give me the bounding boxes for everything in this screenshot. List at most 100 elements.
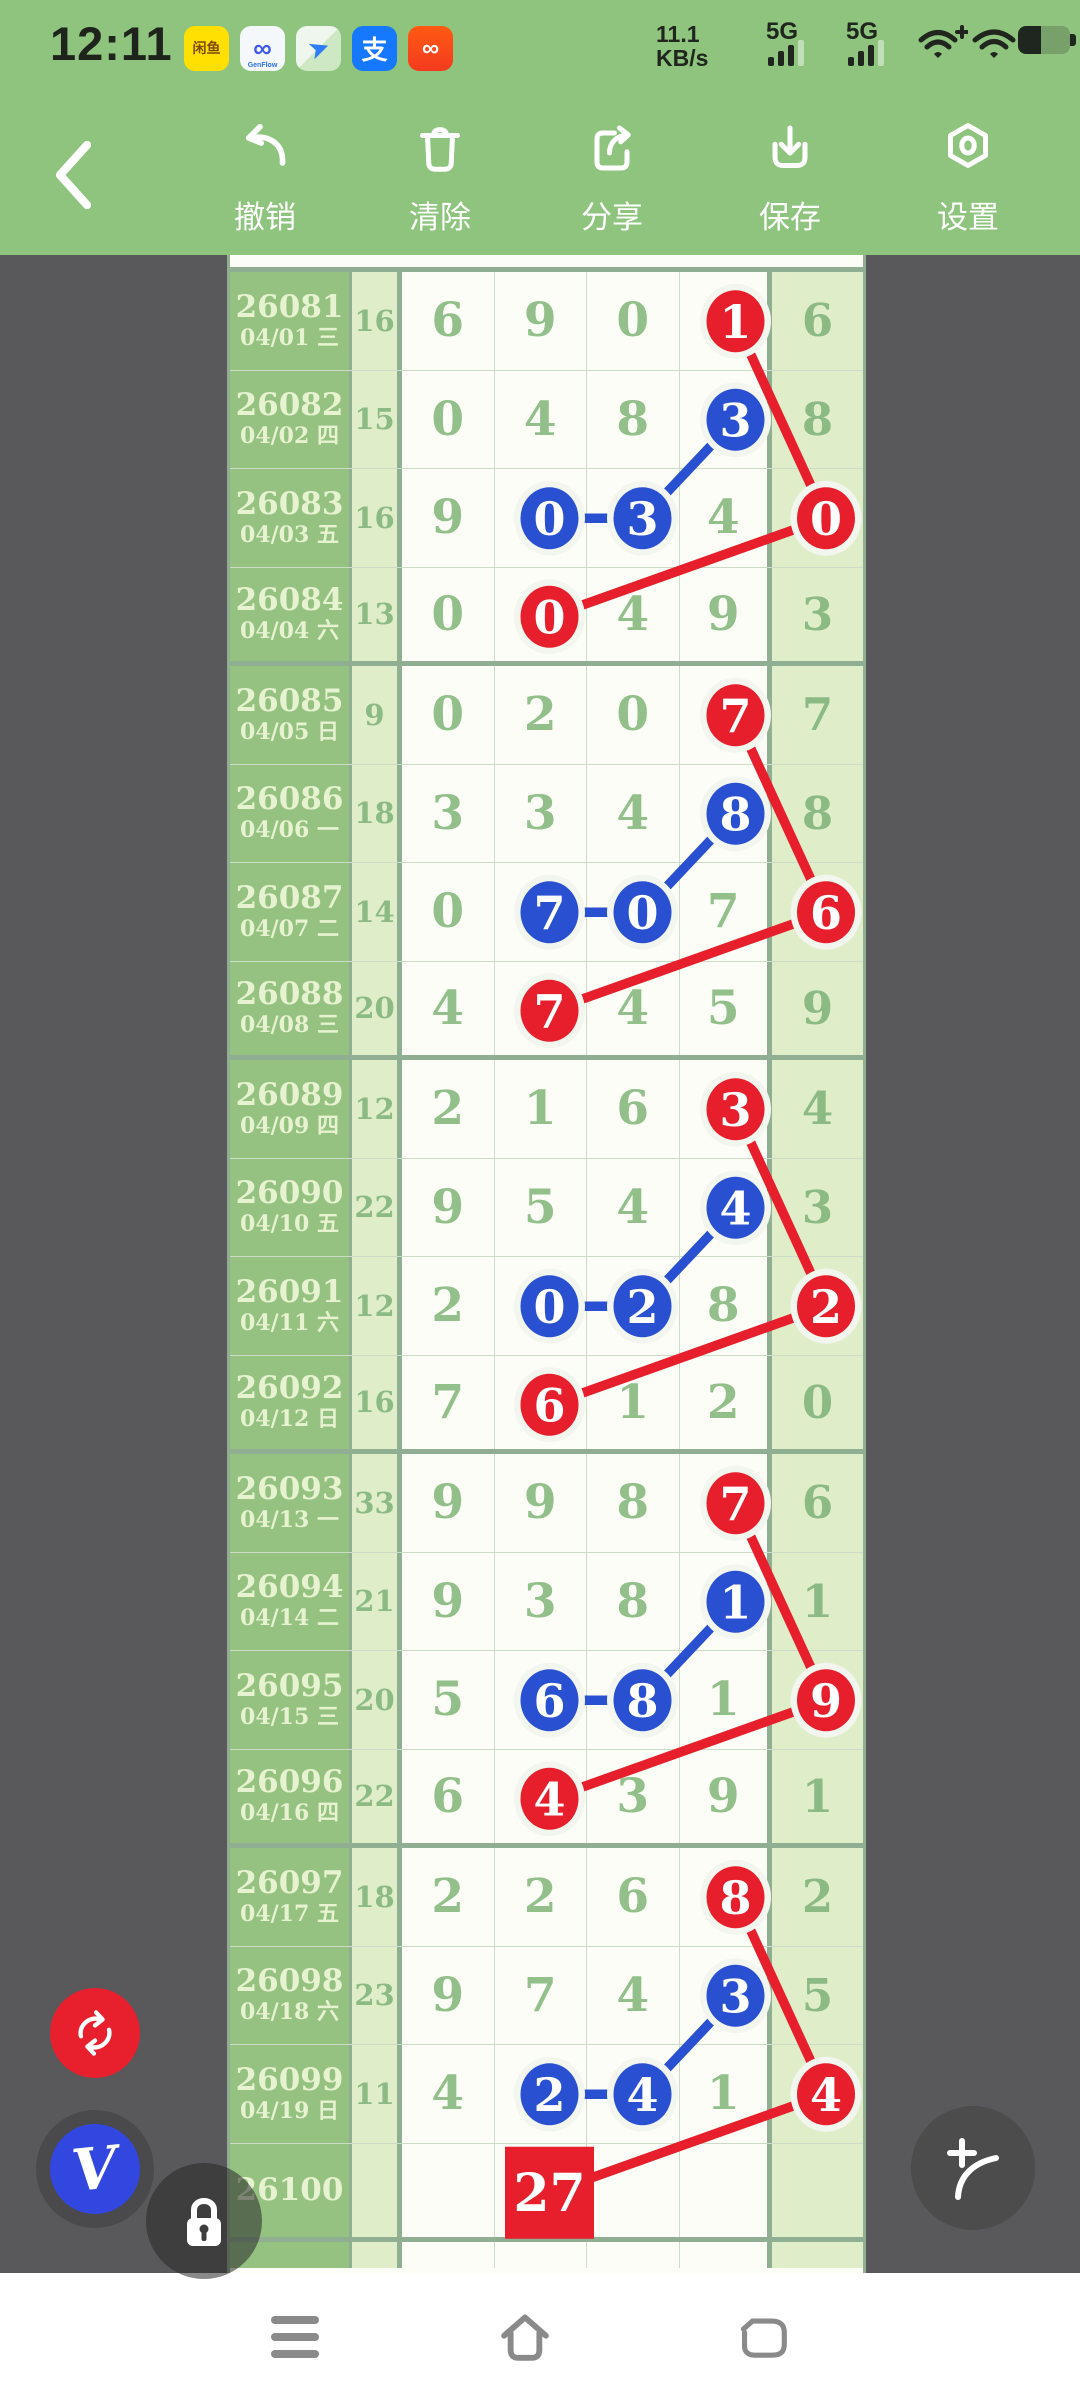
number-cell[interactable]: 3 xyxy=(494,1552,587,1650)
number-cell[interactable]: 6 xyxy=(402,1749,495,1843)
number-cell[interactable]: 6 xyxy=(587,1848,680,1946)
number-cell[interactable]: 4 xyxy=(587,764,680,862)
number-cell[interactable]: 5 xyxy=(679,961,772,1055)
number-cell[interactable]: 5 xyxy=(402,1651,495,1749)
number-cell[interactable]: 8 xyxy=(587,370,680,468)
number-cell[interactable]: 4 xyxy=(587,1158,680,1256)
extra-cell[interactable] xyxy=(772,2045,863,2143)
number-cell[interactable] xyxy=(402,2143,495,2237)
number-cell[interactable]: 9 xyxy=(402,1552,495,1650)
drawing-canvas[interactable]: 26081 04/01 三 16 6 9 0 6 26082 04/02 四 15 0 4 8 8 2608… xyxy=(0,255,1080,2273)
number-cell[interactable]: 2 xyxy=(679,1355,772,1449)
number-cell[interactable]: 7 xyxy=(494,1946,587,2044)
number-cell[interactable]: 0 xyxy=(402,567,495,661)
number-cell[interactable] xyxy=(494,567,587,661)
number-cell[interactable]: 0 xyxy=(402,666,495,764)
number-cell[interactable] xyxy=(494,1749,587,1843)
number-cell[interactable] xyxy=(679,370,772,468)
number-cell[interactable] xyxy=(494,469,587,567)
extra-cell[interactable]: 9 xyxy=(772,961,863,1055)
nav-home-button[interactable] xyxy=(445,2273,605,2400)
number-cell[interactable]: 6 xyxy=(587,1060,680,1158)
number-cell[interactable]: 3 xyxy=(494,764,587,862)
save-button[interactable]: 保存 xyxy=(720,118,860,248)
number-cell[interactable]: 7 xyxy=(679,863,772,961)
number-cell[interactable]: 8 xyxy=(679,1257,772,1355)
number-cell[interactable]: 0 xyxy=(587,666,680,764)
nav-menu-button[interactable] xyxy=(215,2273,375,2400)
number-cell[interactable]: 4 xyxy=(402,2045,495,2143)
number-cell[interactable]: 9 xyxy=(494,272,587,370)
number-cell[interactable] xyxy=(587,1257,680,1355)
number-cell[interactable] xyxy=(679,1454,772,1552)
extra-cell[interactable]: 3 xyxy=(772,567,863,661)
number-cell[interactable]: 9 xyxy=(494,1454,587,1552)
number-cell[interactable] xyxy=(494,1257,587,1355)
number-cell[interactable]: 2 xyxy=(402,1060,495,1158)
number-cell[interactable]: 6 xyxy=(402,272,495,370)
number-cell[interactable] xyxy=(679,764,772,862)
extra-cell[interactable]: 6 xyxy=(772,272,863,370)
number-cell[interactable] xyxy=(494,863,587,961)
number-cell[interactable] xyxy=(679,272,772,370)
number-cell[interactable] xyxy=(679,1158,772,1256)
number-cell[interactable]: 4 xyxy=(587,1946,680,2044)
number-cell[interactable] xyxy=(679,1552,772,1650)
number-cell[interactable]: 1 xyxy=(679,1651,772,1749)
number-cell[interactable]: 8 xyxy=(587,1552,680,1650)
number-cell[interactable]: 4 xyxy=(587,567,680,661)
number-cell[interactable]: 2 xyxy=(402,1848,495,1946)
nav-back-button[interactable] xyxy=(685,2273,845,2400)
number-cell[interactable] xyxy=(587,863,680,961)
number-cell[interactable]: 1 xyxy=(587,1355,680,1449)
number-cell[interactable]: 9 xyxy=(402,1946,495,2044)
number-cell[interactable]: 2 xyxy=(402,1257,495,1355)
number-cell[interactable]: 2 xyxy=(494,1848,587,1946)
extra-cell[interactable] xyxy=(772,1651,863,1749)
extra-cell[interactable]: 4 xyxy=(772,1060,863,1158)
clear-button[interactable]: 清除 xyxy=(370,118,510,248)
number-cell[interactable] xyxy=(587,469,680,567)
extra-cell[interactable]: 1 xyxy=(772,1749,863,1843)
number-cell[interactable]: 9 xyxy=(679,567,772,661)
number-cell[interactable] xyxy=(679,1060,772,1158)
extra-cell[interactable] xyxy=(772,469,863,567)
number-cell[interactable]: 9 xyxy=(402,469,495,567)
number-cell[interactable]: 3 xyxy=(402,764,495,862)
number-cell[interactable] xyxy=(587,2143,680,2237)
number-cell[interactable]: 4 xyxy=(402,961,495,1055)
extra-cell[interactable]: 5 xyxy=(772,1946,863,2044)
undo-button[interactable]: 撤销 xyxy=(195,118,335,248)
number-cell[interactable]: 0 xyxy=(402,370,495,468)
v-app-fab[interactable]: V xyxy=(50,2124,140,2214)
number-cell[interactable] xyxy=(587,1651,680,1749)
settings-button[interactable]: 设置 xyxy=(898,118,1038,248)
back-button[interactable] xyxy=(40,130,110,220)
number-cell[interactable] xyxy=(494,2045,587,2143)
number-cell[interactable]: 5 xyxy=(494,1158,587,1256)
share-button[interactable]: 分享 xyxy=(542,118,682,248)
number-cell[interactable]: 4 xyxy=(679,469,772,567)
extra-cell[interactable]: 0 xyxy=(772,1355,863,1449)
extra-cell[interactable]: 6 xyxy=(772,1454,863,1552)
number-cell[interactable]: 0 xyxy=(402,863,495,961)
number-cell[interactable]: 1 xyxy=(679,2045,772,2143)
number-cell[interactable] xyxy=(679,666,772,764)
extra-cell[interactable]: 1 xyxy=(772,1552,863,1650)
lock-button[interactable] xyxy=(146,2163,262,2279)
extra-cell[interactable]: 3 xyxy=(772,1158,863,1256)
number-cell[interactable]: 4 xyxy=(494,370,587,468)
number-cell[interactable]: 4 xyxy=(587,961,680,1055)
extra-cell[interactable]: 8 xyxy=(772,764,863,862)
number-cell[interactable]: 2 xyxy=(494,666,587,764)
number-cell[interactable] xyxy=(587,2045,680,2143)
trend-chart-table[interactable]: 26081 04/01 三 16 6 9 0 6 26082 04/02 四 15 0 4 8 8 2608… xyxy=(227,255,866,2273)
extra-cell[interactable]: 7 xyxy=(772,666,863,764)
extra-cell[interactable] xyxy=(772,2143,863,2237)
extra-cell[interactable] xyxy=(772,863,863,961)
number-cell[interactable] xyxy=(679,1848,772,1946)
number-cell[interactable]: 3 xyxy=(587,1749,680,1843)
number-cell[interactable]: 7 xyxy=(402,1355,495,1449)
number-cell[interactable] xyxy=(494,1651,587,1749)
number-cell[interactable]: 0 xyxy=(587,272,680,370)
